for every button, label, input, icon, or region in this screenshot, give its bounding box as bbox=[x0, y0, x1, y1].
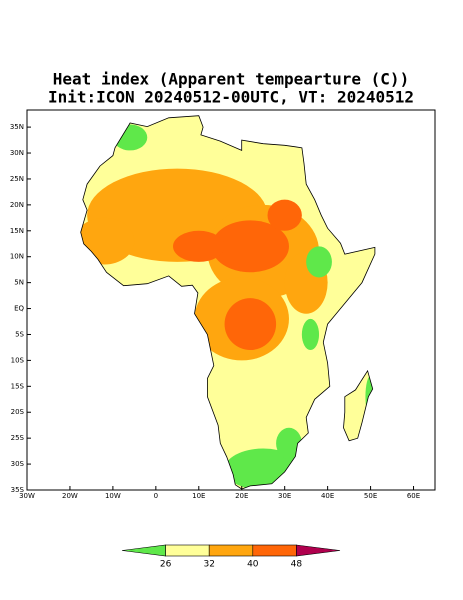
colorbar-label: 26 bbox=[160, 560, 172, 570]
y-tick-label: 20S bbox=[11, 408, 25, 416]
title: Heat index (Apparent tempearture (C)) bbox=[53, 70, 409, 89]
heat-region bbox=[306, 246, 332, 278]
colorbar-label: 40 bbox=[247, 560, 259, 570]
y-tick-label: 20N bbox=[10, 201, 24, 209]
heat-region bbox=[211, 220, 289, 273]
colorbar-segment bbox=[121, 544, 166, 557]
x-tick-label: 60E bbox=[407, 492, 420, 500]
heat-region bbox=[267, 199, 302, 231]
heat-region bbox=[224, 298, 277, 351]
y-tick-label: 15S bbox=[11, 382, 25, 390]
y-tick-label: 10S bbox=[11, 356, 25, 364]
heat-region bbox=[112, 124, 148, 151]
x-tick-label: 10E bbox=[192, 492, 205, 500]
colorbar-label: 32 bbox=[203, 560, 214, 570]
heat-region bbox=[173, 230, 225, 262]
coastline bbox=[343, 369, 374, 442]
colorbar-segment bbox=[165, 544, 210, 557]
x-tick-label: 0 bbox=[154, 492, 158, 500]
x-tick-label: 10W bbox=[105, 492, 121, 500]
x-tick-label: 40E bbox=[321, 492, 334, 500]
y-tick-label: 5S bbox=[15, 330, 24, 338]
map-frame bbox=[26, 109, 436, 491]
y-tick-label: 30S bbox=[11, 460, 25, 468]
y-tick-label: 30N bbox=[10, 149, 24, 157]
land bbox=[343, 370, 373, 441]
x-tick-label: 20W bbox=[62, 492, 78, 500]
y-tick-label: 25S bbox=[11, 434, 25, 442]
y-tick-label: EQ bbox=[14, 305, 24, 313]
y-tick-label: 35S bbox=[11, 486, 25, 494]
x-tick-label: 50E bbox=[364, 492, 377, 500]
colorbar-label: 48 bbox=[291, 560, 303, 570]
colorbar-segment bbox=[296, 544, 341, 557]
heat-shading bbox=[80, 124, 375, 489]
y-tick-label: 15N bbox=[10, 227, 24, 235]
y-tick-label: 25N bbox=[10, 175, 24, 183]
y-tick-label: 10N bbox=[10, 253, 24, 261]
heat-region bbox=[301, 318, 320, 351]
x-tick-label: 20E bbox=[235, 492, 248, 500]
heat-region bbox=[276, 427, 302, 459]
x-tick-label: 30E bbox=[278, 492, 291, 500]
subtitle: Init:ICON 20240512-00UTC, VT: 20240512 bbox=[48, 88, 414, 107]
colorbar-segment bbox=[208, 544, 254, 557]
coastline bbox=[80, 115, 376, 490]
x-tick-label: 30W bbox=[19, 492, 35, 500]
y-tick-label: 5N bbox=[14, 279, 24, 287]
map-area bbox=[80, 115, 376, 490]
colorbar-segment bbox=[252, 544, 297, 557]
y-tick-label: 35N bbox=[10, 123, 24, 131]
